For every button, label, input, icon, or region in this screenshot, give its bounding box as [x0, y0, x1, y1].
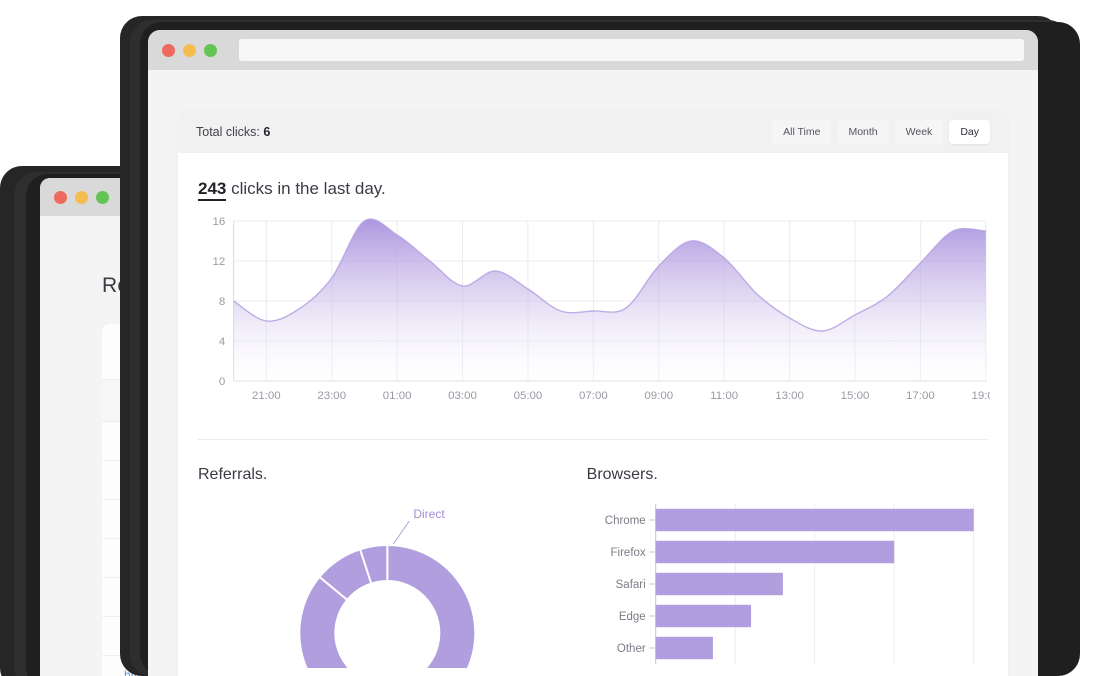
close-icon[interactable] [162, 43, 175, 57]
referrals-donut-chart: Direct [198, 498, 577, 676]
svg-text:Firefox: Firefox [610, 547, 645, 559]
svg-text:11:00: 11:00 [710, 390, 738, 402]
referrals-donut-svg: Direct [298, 507, 477, 676]
analytics-card: Total clicks: 6 All Time Month Week Day [178, 110, 1008, 676]
main-window-body: Total clicks: 6 All Time Month Week Day [148, 70, 1038, 676]
range-button-week[interactable]: Week [894, 119, 944, 144]
svg-text:Other: Other [617, 643, 646, 655]
total-clicks-label: Total clicks: [196, 124, 260, 139]
range-button-day[interactable]: Day [949, 119, 990, 144]
clicks-area-chart-svg: 0 4 8 12 16 21:00 23:00 01:00 03:00 05:00 07:00 09:… [212, 216, 1000, 402]
maximize-icon[interactable] [96, 190, 109, 204]
clicks-count: 243 [198, 179, 227, 201]
section-divider [198, 439, 988, 440]
svg-text:Direct: Direct [413, 507, 445, 521]
main-window-chrome: Total clicks: 6 All Time Month Week Day [148, 30, 1038, 676]
svg-text:07:00: 07:00 [579, 390, 608, 402]
analytics-card-header: Total clicks: 6 All Time Month Week Day [178, 110, 1008, 153]
clicks-area-chart: 0 4 8 12 16 21:00 23:00 01:00 03:00 05:00 07:00 09:… [196, 213, 1000, 413]
svg-text:16: 16 [212, 216, 225, 228]
browsers-panel: Browsers. Chrome Firefox Safari Edge Other [587, 466, 988, 668]
total-clicks-value: 6 [263, 124, 271, 139]
minimize-icon[interactable] [183, 43, 196, 57]
svg-text:Safari: Safari [615, 579, 645, 591]
svg-text:4: 4 [219, 336, 225, 348]
range-button-month[interactable]: Month [837, 119, 889, 144]
time-range-group: All Time Month Week Day [772, 119, 990, 144]
clicks-headline-rest: clicks in the last day. [226, 179, 386, 198]
browsers-title: Browsers. [586, 466, 658, 483]
total-clicks-summary: Total clicks: 6 [196, 125, 270, 139]
main-titlebar [148, 30, 1038, 70]
maximize-icon[interactable] [204, 43, 217, 57]
svg-text:Edge: Edge [618, 611, 645, 623]
page-content: Total clicks: 6 All Time Month Week Day [148, 70, 1038, 676]
analytics-card-body: 243 clicks in the last day. [178, 153, 1008, 676]
svg-text:09:00: 09:00 [644, 390, 673, 402]
main-browser-window: Total clicks: 6 All Time Month Week Day [120, 8, 1102, 676]
svg-text:17:00: 17:00 [906, 390, 935, 402]
svg-text:23:00: 23:00 [317, 390, 346, 402]
referrals-panel: Referrals. Direct [198, 466, 577, 676]
svg-text:03:00: 03:00 [448, 390, 477, 402]
svg-text:19:00: 19:00 [971, 390, 990, 402]
svg-text:05:00: 05:00 [514, 390, 543, 402]
svg-text:12: 12 [212, 256, 225, 268]
svg-text:15:00: 15:00 [841, 390, 870, 402]
minimize-icon[interactable] [75, 190, 88, 204]
browsers-bar-chart: Chrome Firefox Safari Edge Other [587, 498, 988, 668]
clicks-headline: 243 clicks in the last day. [196, 179, 990, 201]
svg-text:21:00: 21:00 [252, 390, 281, 402]
lower-sections: Referrals. Direct Brow [196, 440, 990, 676]
referrals-title: Referrals. [198, 466, 268, 483]
svg-text:01:00: 01:00 [383, 390, 412, 402]
url-input[interactable] [239, 39, 1024, 61]
browsers-bar-svg: Chrome Firefox Safari Edge Other [604, 504, 974, 664]
svg-text:8: 8 [219, 296, 225, 308]
close-icon[interactable] [54, 190, 67, 204]
svg-text:0: 0 [219, 376, 225, 388]
svg-text:Chrome: Chrome [604, 515, 645, 527]
range-button-all-time[interactable]: All Time [772, 119, 832, 144]
svg-text:13:00: 13:00 [775, 390, 804, 402]
